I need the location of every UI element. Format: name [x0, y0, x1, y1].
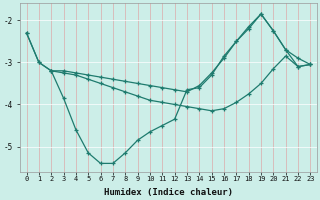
X-axis label: Humidex (Indice chaleur): Humidex (Indice chaleur)	[104, 188, 233, 197]
